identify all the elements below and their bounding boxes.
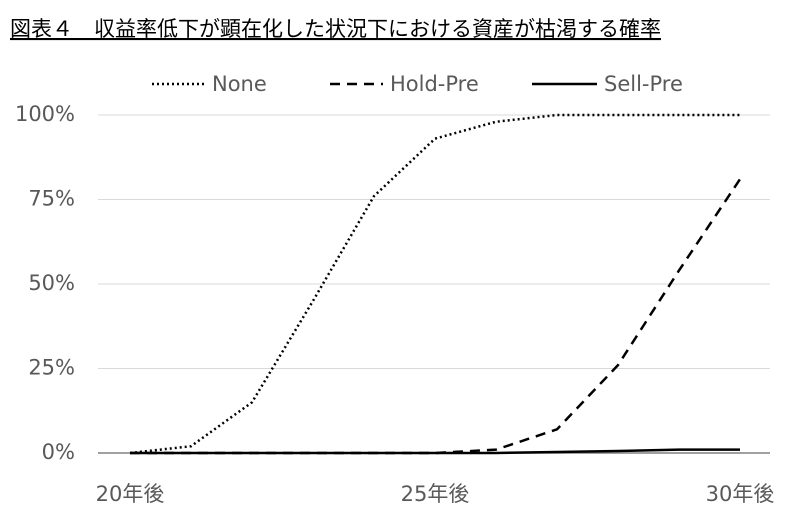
legend-label: None — [212, 72, 267, 96]
series-line — [130, 178, 742, 455]
x-tick-label: 20年後 — [96, 482, 165, 506]
y-tick-label: 50% — [28, 271, 75, 295]
y-tick-label: 0% — [42, 440, 75, 464]
y-tick-label: 25% — [28, 356, 75, 380]
series-line — [130, 448, 740, 455]
y-tick-label: 75% — [28, 187, 75, 211]
x-tick-label: 25年後 — [401, 482, 470, 506]
legend-label: Sell-Pre — [604, 72, 683, 96]
chart-title: 図表４ 収益率低下が顕在化した状況下における資産が枯渇する確率 — [10, 17, 661, 41]
series-line — [129, 113, 740, 455]
x-tick-label: 30年後 — [706, 482, 775, 506]
y-tick-label: 100% — [15, 102, 75, 126]
legend-label: Hold-Pre — [390, 72, 479, 96]
